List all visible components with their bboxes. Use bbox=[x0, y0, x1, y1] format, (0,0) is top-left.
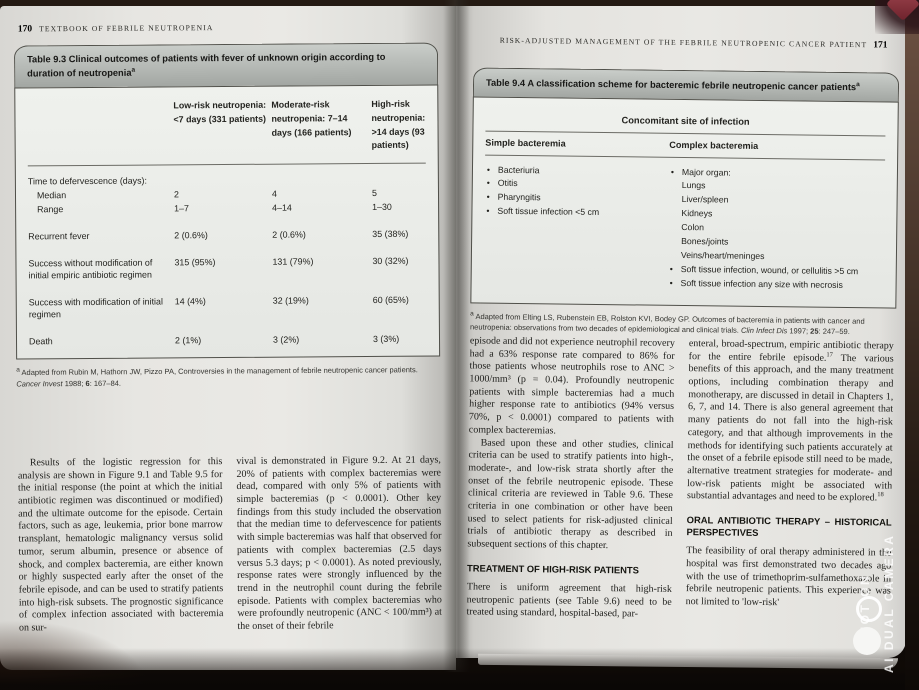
section-heading-treatment-high-risk: TREATMENT OF HIGH-RISK PATIENTS bbox=[467, 562, 640, 576]
simple-bacteremia-header: Simple bacteremia bbox=[485, 137, 566, 149]
simple-bacteremia-list: Bacteriuria Otitis Pharyngitis Soft tiss… bbox=[484, 163, 670, 291]
table-row: Death 2 (1%) 3 (2%) 3 (3%) bbox=[28, 334, 400, 347]
header-low-risk: Low-risk neutropenia: <7 days (331 patie… bbox=[173, 99, 267, 125]
table-9-3: Table 9.3 Clinical outcomes of patients … bbox=[13, 42, 441, 391]
left-page-number: 170 bbox=[17, 24, 33, 35]
left-page: 170 TEXTBOOK OF FEBRILE NEUTROPENIA Table… bbox=[0, 6, 456, 670]
left-running-title: TEXTBOOK OF FEBRILE NEUTROPENIA bbox=[39, 23, 214, 34]
watermark-ai-dual-camera: AI DUAL CAMERA bbox=[882, 533, 896, 673]
list-item: Soft tissue infection any size with necr… bbox=[668, 277, 884, 294]
right-page-content: RISK-ADJUSTED MANAGEMENT OF THE FEBRILE … bbox=[456, 6, 906, 658]
camera-dot-icon bbox=[853, 627, 881, 655]
left-page-content: 170 TEXTBOOK OF FEBRILE NEUTROPENIA Table… bbox=[0, 6, 456, 670]
watermark-shot-on: SHOT ON bbox=[858, 573, 872, 646]
left-body-column-1: Results of the logistic regression for t… bbox=[18, 456, 224, 635]
right-page: RISK-ADJUSTED MANAGEMENT OF THE FEBRILE … bbox=[456, 6, 906, 658]
complex-bacteremia-list: Major organ: Lungs Liver/spleen Kidneys … bbox=[668, 165, 886, 293]
table-9-3-title: Table 9.3 Clinical outcomes of patients … bbox=[13, 42, 439, 88]
list-subitem: Kidneys bbox=[681, 208, 713, 219]
table-9-3-label: Table 9.3 bbox=[27, 54, 67, 65]
table-row: Success without modification of initial … bbox=[28, 256, 409, 281]
table-9-3-header-row: Low-risk neutropenia: <7 days (331 patie… bbox=[27, 93, 426, 167]
open-book: 170 TEXTBOOK OF FEBRILE NEUTROPENIA Table… bbox=[0, 6, 910, 672]
table-9-4: Table 9.4 A classification scheme for ba… bbox=[469, 67, 900, 338]
paragraph: enteral, broad-spectrum, empiric antibio… bbox=[686, 338, 894, 504]
list-item: Major organ: bbox=[669, 165, 885, 182]
header-high-risk: High-risk neutropenia: >14 days (93 pati… bbox=[371, 98, 426, 151]
left-running-head: 170 TEXTBOOK OF FEBRILE NEUTROPENIA bbox=[18, 17, 214, 36]
table-9-4-footnote: a Adapted from Elting LS, Rubenstein EB,… bbox=[469, 310, 865, 337]
list-item: Soft tissue infection <5 cm bbox=[484, 205, 668, 221]
right-running-head: RISK-ADJUSTED MANAGEMENT OF THE FEBRILE … bbox=[500, 30, 888, 53]
right-page-number: 171 bbox=[873, 40, 888, 51]
paragraph: There is uniform agreement that high-ris… bbox=[466, 581, 672, 620]
table-9-3-rows: Time to defervescence (days): Median 2 4… bbox=[28, 164, 427, 349]
camera-ring-icon bbox=[856, 596, 882, 622]
table-9-4-body: Concomitant site of infection Simple bac… bbox=[470, 96, 899, 309]
table-9-4-lists: Bacteriuria Otitis Pharyngitis Soft tiss… bbox=[483, 155, 885, 297]
table-row: Recurrent fever 2 (0.6%) 2 (0.6%) 35 (38… bbox=[28, 229, 409, 242]
paragraph: episode and did not experience neutrophi… bbox=[468, 335, 675, 437]
table-9-3-body: Low-risk neutropenia: <7 days (331 patie… bbox=[14, 84, 441, 360]
table-9-3-note-mark: a bbox=[131, 67, 136, 75]
right-page-body: episode and did not experience neutrophi… bbox=[466, 335, 895, 624]
major-organ-sublist: Lungs Liver/spleen Kidneys Colon Bones/j… bbox=[668, 179, 885, 265]
right-body-column-1: episode and did not experience neutrophi… bbox=[466, 335, 674, 621]
left-page-body: Results of the logistic regression for t… bbox=[18, 455, 442, 636]
header-empty bbox=[27, 99, 169, 155]
header-moderate-risk: Moderate-risk neutropenia: 7–14 days (16… bbox=[271, 99, 352, 138]
table-9-3-footnote: a Adapted from Rubin M, Hathorn JW, Pizz… bbox=[16, 365, 418, 389]
table-9-4-label: Table 9.4 bbox=[485, 77, 526, 89]
table-row: Success with modification of initial reg… bbox=[28, 295, 409, 320]
paragraph: Based upon these and other studies, clin… bbox=[467, 437, 674, 552]
complex-bacteremia-header: Complex bacteremia bbox=[669, 139, 759, 151]
table-9-4-note-mark: a bbox=[856, 81, 860, 89]
paragraph: vival is demonstrated in Figure 9.2. At … bbox=[236, 454, 442, 632]
table-row: Range 1–7 4–14 1–30 bbox=[37, 202, 392, 215]
left-body-column-2: vival is demonstrated in Figure 9.2. At … bbox=[236, 455, 442, 634]
right-running-title: RISK-ADJUSTED MANAGEMENT OF THE FEBRILE … bbox=[499, 35, 868, 50]
paragraph: Results of the logistic regression for t… bbox=[17, 456, 224, 634]
